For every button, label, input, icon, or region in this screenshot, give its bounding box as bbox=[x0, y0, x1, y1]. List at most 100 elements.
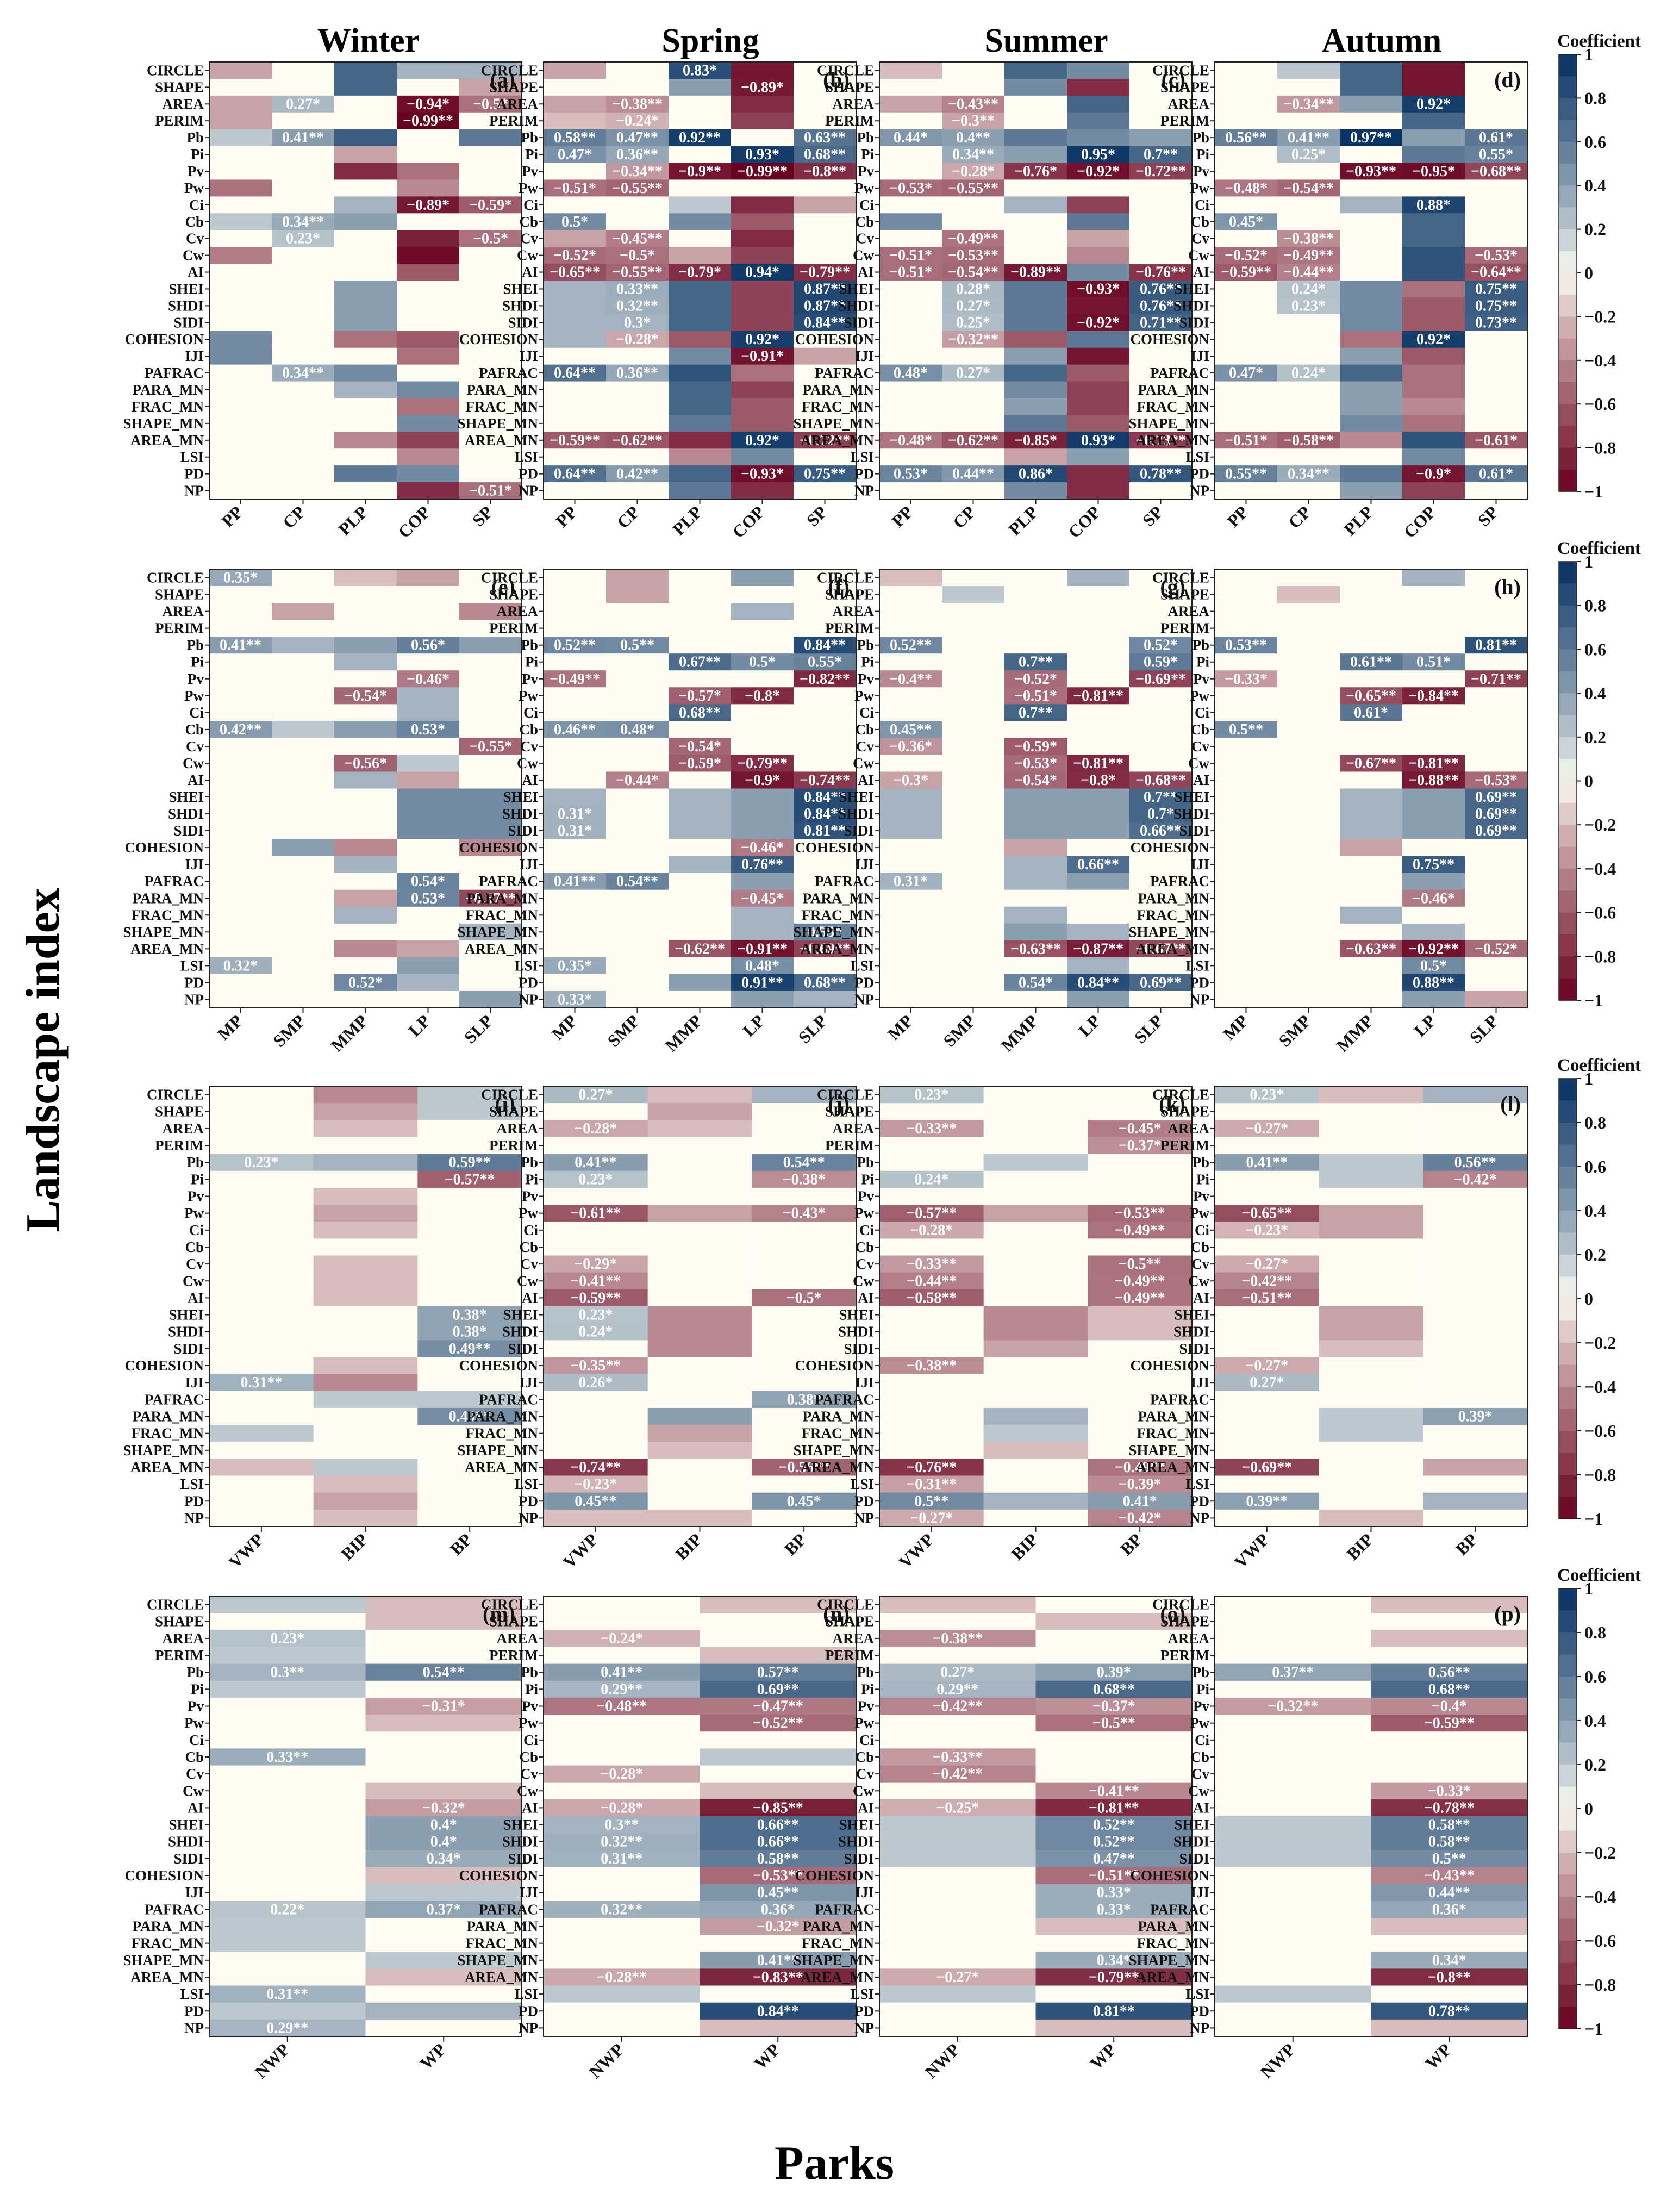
cell-label-cw-vwp: −0.44** bbox=[906, 1273, 957, 1289]
cell-label-np-mp: 0.33* bbox=[558, 991, 592, 1008]
heatmap-cell-sidi-sp bbox=[1465, 314, 1528, 332]
y-tick-label-ai: AI bbox=[522, 1289, 538, 1306]
heatmap-cell-pv-smp bbox=[272, 670, 335, 688]
cell-label-cohesion-cop: 0.92* bbox=[1416, 331, 1451, 348]
y-tick-label-perim: PERIM bbox=[489, 1137, 538, 1154]
y-tick-label-pd: PD bbox=[1190, 1493, 1209, 1509]
y-tick-label-para-mn: PARA_MN bbox=[803, 382, 875, 398]
heatmap-cell-pb-cop bbox=[1402, 129, 1465, 147]
heatmap-cell-iji-wp bbox=[1035, 1884, 1193, 1902]
heatmap-cell-cohesion-nwp bbox=[544, 1867, 701, 1885]
cell-label-pw-mmp: −0.65** bbox=[1346, 688, 1396, 705]
y-tick-label-iji: IJI bbox=[519, 856, 538, 873]
cell-label-cw-lp: −0.79** bbox=[737, 755, 788, 772]
heatmap-cell-np-sp bbox=[1465, 482, 1528, 500]
heatmap-cell-iji-plp bbox=[334, 347, 397, 365]
heatmap-cell-iji-sp bbox=[794, 347, 857, 365]
heatmap-cell-circle-mp bbox=[209, 569, 272, 587]
heatmap-cell-area-mmp bbox=[1340, 603, 1403, 620]
heatmap-cell-pafrac-nwp bbox=[544, 1901, 701, 1918]
cell-label-perim-cp: −0.24* bbox=[616, 113, 659, 129]
heatmap-cell-pv-plp bbox=[334, 163, 397, 180]
y-tick-label-np: NP bbox=[854, 1510, 874, 1526]
heatmap-cell-cohesion-smp bbox=[1277, 839, 1340, 857]
heatmap-cell-perim-bip bbox=[647, 1137, 752, 1155]
colorbar-tick-label: 0.8 bbox=[1584, 1113, 1606, 1132]
heatmap-cell-ai-sp bbox=[459, 264, 522, 281]
heatmap-cell-cw-sp bbox=[1129, 247, 1193, 264]
heatmap-cell-ai-plp bbox=[1004, 264, 1067, 281]
heatmap-cell-pb-bp bbox=[1088, 1154, 1193, 1172]
heatmap-cell-pi-cop bbox=[1402, 146, 1465, 164]
panel-label: (h) bbox=[1494, 575, 1521, 599]
heatmap-cell-shdi-plp bbox=[1004, 297, 1067, 315]
heatmap-cell-cohesion-smp bbox=[942, 839, 1005, 857]
cell-label-para-mn-slp: −0.67** bbox=[465, 890, 516, 907]
heatmap-cell-area-mn-mp bbox=[879, 940, 942, 958]
cell-label-np-bp: −0.42* bbox=[1119, 1510, 1162, 1526]
y-tick-label-circle: CIRCLE bbox=[147, 62, 204, 78]
y-tick-label-pi: Pi bbox=[191, 1681, 204, 1697]
heatmap-cell-ai-mp bbox=[209, 771, 272, 789]
cell-label-area-mn-mmp: −0.63** bbox=[1346, 940, 1396, 957]
panel-d: −0.34** 0.92*0.56** 0.41** 0.97** 0.61*0.25*… bbox=[1129, 61, 1528, 542]
heatmap-cell-area-vwp bbox=[1215, 1120, 1320, 1138]
heatmap-cell-shape-bp bbox=[1423, 1103, 1528, 1120]
heatmap-cell-perim-cop bbox=[731, 112, 794, 130]
heatmap-cell-cw-smp bbox=[272, 755, 335, 772]
heatmap-cell-pd-slp bbox=[459, 974, 522, 992]
heatmap-cell-iji-smp bbox=[606, 856, 669, 874]
y-tick-label-lsi: LSI bbox=[850, 1986, 874, 2002]
heatmap-cell-area-mn-bip bbox=[313, 1459, 418, 1476]
heatmap-cell-iji-cp bbox=[606, 347, 669, 365]
heatmap-cell-pd-plp bbox=[669, 465, 732, 483]
heatmap-cell-circle-sp bbox=[1129, 62, 1193, 79]
colorbar-tick-label: 0.8 bbox=[1584, 596, 1606, 615]
cell-label-sidi-cp: 0.25* bbox=[956, 314, 990, 331]
heatmap-cell-cb-cop bbox=[397, 213, 460, 230]
cell-label-area-mn-slp: −0.52* bbox=[1475, 940, 1518, 957]
heatmap-cell-shdi-sp bbox=[1465, 297, 1528, 315]
heatmap-cell-pi-mp bbox=[544, 653, 607, 671]
heatmap-cell-shei-cp bbox=[272, 281, 335, 298]
heatmap-cell-cv-sp bbox=[459, 230, 522, 247]
y-tick-label-pb: Pb bbox=[186, 129, 204, 146]
heatmap-cell-iji-plp bbox=[1004, 347, 1067, 365]
heatmap-cell-area-mn-plp bbox=[669, 432, 732, 449]
y-tick-label-shape-mn: SHAPE_MN bbox=[123, 1442, 204, 1459]
heatmap-cell-shdi-pp bbox=[879, 297, 942, 315]
heatmap-cell-area-bip bbox=[1319, 1120, 1423, 1138]
heatmap-cell-shdi-lp bbox=[1067, 805, 1130, 823]
cell-label-pv-wp: −0.4* bbox=[1432, 1698, 1467, 1715]
cell-label-pi-slp: 0.59* bbox=[1144, 654, 1178, 671]
heatmap-cell-lsi-vwp bbox=[544, 1475, 648, 1493]
heatmap-cell-np-smp bbox=[942, 990, 1005, 1008]
panel-label: (b) bbox=[823, 67, 850, 92]
heatmap-cell-lsi-slp bbox=[794, 957, 857, 975]
heatmap-cell-area-mp bbox=[544, 603, 607, 620]
cell-label-shdi-bp: 0.38* bbox=[453, 1324, 487, 1341]
heatmap-cell-cv-pp bbox=[879, 230, 942, 247]
heatmap-cell-cv-cop bbox=[397, 230, 460, 247]
heatmap-cell-pv-nwp bbox=[1215, 1697, 1372, 1715]
cell-label-ai-nwp: −0.25* bbox=[936, 1799, 979, 1816]
heatmap-cell-sidi-cp bbox=[942, 314, 1005, 332]
heatmap-cell-area-mn-wp bbox=[1035, 1968, 1193, 1986]
cell-label-pv-mp: −0.33* bbox=[1225, 671, 1268, 688]
heatmap-cell-sidi-sp bbox=[794, 314, 857, 332]
colorbar-step bbox=[1559, 825, 1577, 848]
heatmap-cell-shape-mn-lp bbox=[1402, 923, 1465, 941]
heatmap-cell-circle-smp bbox=[942, 569, 1005, 587]
y-tick-label-cw: Cw bbox=[517, 1783, 538, 1799]
heatmap-cell-pb-nwp bbox=[544, 1663, 701, 1681]
cell-label-ai-plp: −0.89** bbox=[1010, 264, 1061, 281]
heatmap-cell-pv-slp bbox=[794, 670, 857, 688]
y-tick-label-perim: PERIM bbox=[489, 113, 538, 129]
y-tick-label-lsi: LSI bbox=[180, 957, 204, 974]
y-tick-label-pv: Pv bbox=[1193, 1188, 1209, 1205]
heatmap-cell-circle-wp bbox=[1035, 1596, 1193, 1613]
heatmap-cell-pw-smp bbox=[272, 687, 335, 705]
heatmap-cell-cv-bip bbox=[1319, 1255, 1423, 1273]
y-tick-label-area: AREA bbox=[832, 603, 874, 620]
heatmap-cell-pafrac-cp bbox=[606, 364, 669, 382]
